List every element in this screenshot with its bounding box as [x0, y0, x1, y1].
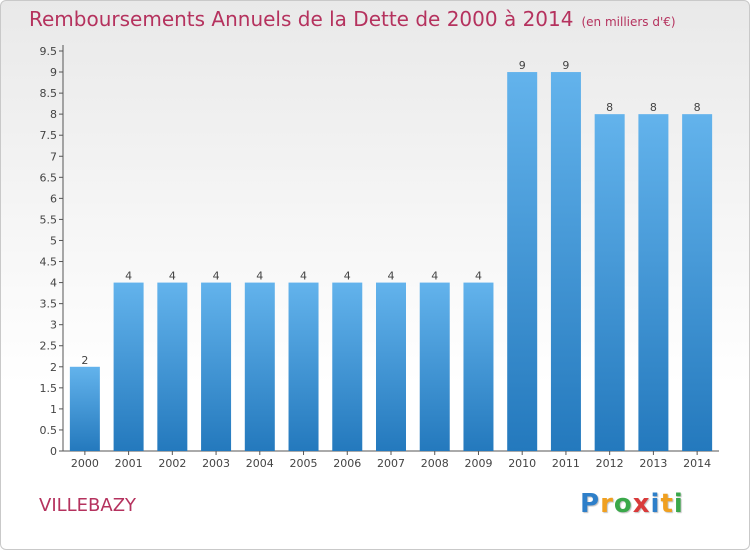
y-tick-label: 5.5 [40, 213, 58, 226]
x-tick-label: 2013 [639, 457, 667, 470]
bar [682, 114, 713, 451]
x-tick-label: 2008 [421, 457, 449, 470]
bar [638, 114, 669, 451]
x-tick-label: 2011 [552, 457, 580, 470]
x-tick-label: 2004 [246, 457, 274, 470]
bar-data-label: 4 [125, 270, 132, 283]
y-tick-label: 9 [50, 66, 57, 79]
y-tick-label: 7 [50, 150, 57, 163]
y-tick-label: 0 [50, 445, 57, 458]
chart-title-text: Remboursements Annuels de la Dette de 20… [29, 7, 574, 31]
bar [463, 282, 494, 451]
x-tick-label: 2006 [333, 457, 361, 470]
bar [376, 282, 406, 451]
bar-data-label: 8 [694, 101, 701, 114]
bar-data-label: 9 [519, 59, 526, 72]
logo-letter: o [613, 489, 633, 519]
bar-data-label: 2 [81, 354, 88, 367]
y-tick-label: 8.5 [40, 87, 58, 100]
y-tick-label: 3.5 [40, 298, 58, 311]
x-tick-label: 2010 [508, 457, 536, 470]
bar-data-label: 8 [606, 101, 613, 114]
bar-data-label: 4 [475, 270, 482, 283]
y-tick-label: 2 [50, 361, 57, 374]
logo-letter: i [650, 489, 661, 519]
chart-subtitle: (en milliers d'€) [581, 15, 676, 29]
x-tick-label: 2014 [683, 457, 711, 470]
x-tick-label: 2009 [464, 457, 492, 470]
y-tick-label: 1.5 [40, 382, 58, 395]
logo-letter: P [580, 489, 601, 519]
y-tick-label: 4 [50, 277, 57, 290]
bar [244, 282, 275, 451]
logo-letter: r [600, 489, 614, 519]
bar-data-label: 4 [344, 270, 351, 283]
bar [332, 282, 363, 451]
bar [419, 282, 450, 451]
y-tick-label: 7.5 [40, 129, 58, 142]
bar [507, 72, 538, 451]
bar-data-label: 8 [650, 101, 657, 114]
bar [201, 282, 232, 451]
x-tick-label: 2002 [158, 457, 186, 470]
y-tick-label: 6 [50, 192, 57, 205]
chart-title: Remboursements Annuels de la Dette de 20… [29, 7, 676, 31]
bar-data-label: 4 [169, 270, 176, 283]
bar [69, 366, 100, 451]
y-tick-label: 1 [50, 403, 57, 416]
x-tick-label: 2005 [290, 457, 318, 470]
bar-data-label: 4 [213, 270, 220, 283]
y-tick-label: 5 [50, 234, 57, 247]
x-tick-label: 2012 [596, 457, 624, 470]
logo-letter: t [660, 489, 674, 519]
bar [550, 72, 581, 451]
bar [157, 282, 188, 451]
proxiti-logo: Proxiti [580, 489, 684, 519]
logo-letter: x [632, 489, 651, 519]
logo-letter: i [673, 489, 684, 519]
x-tick-label: 2000 [71, 457, 99, 470]
y-tick-label: 4.5 [40, 256, 58, 269]
y-tick-label: 9.5 [40, 45, 58, 58]
x-tick-label: 2003 [202, 457, 230, 470]
bar [594, 114, 625, 451]
bar-data-label: 4 [300, 270, 307, 283]
town-name: VILLEBAZY [39, 495, 137, 516]
bar [113, 282, 144, 451]
x-tick-label: 2001 [115, 457, 143, 470]
x-tick-label: 2007 [377, 457, 405, 470]
y-tick-label: 0.5 [40, 424, 58, 437]
y-tick-label: 8 [50, 108, 57, 121]
y-tick-label: 6.5 [40, 171, 58, 184]
bar [288, 282, 319, 451]
bar-data-label: 9 [562, 59, 569, 72]
y-tick-label: 3 [50, 319, 57, 332]
bar-data-label: 4 [388, 270, 395, 283]
bar-data-label: 4 [431, 270, 438, 283]
y-tick-label: 2.5 [40, 340, 58, 353]
bar-data-label: 4 [256, 270, 263, 283]
